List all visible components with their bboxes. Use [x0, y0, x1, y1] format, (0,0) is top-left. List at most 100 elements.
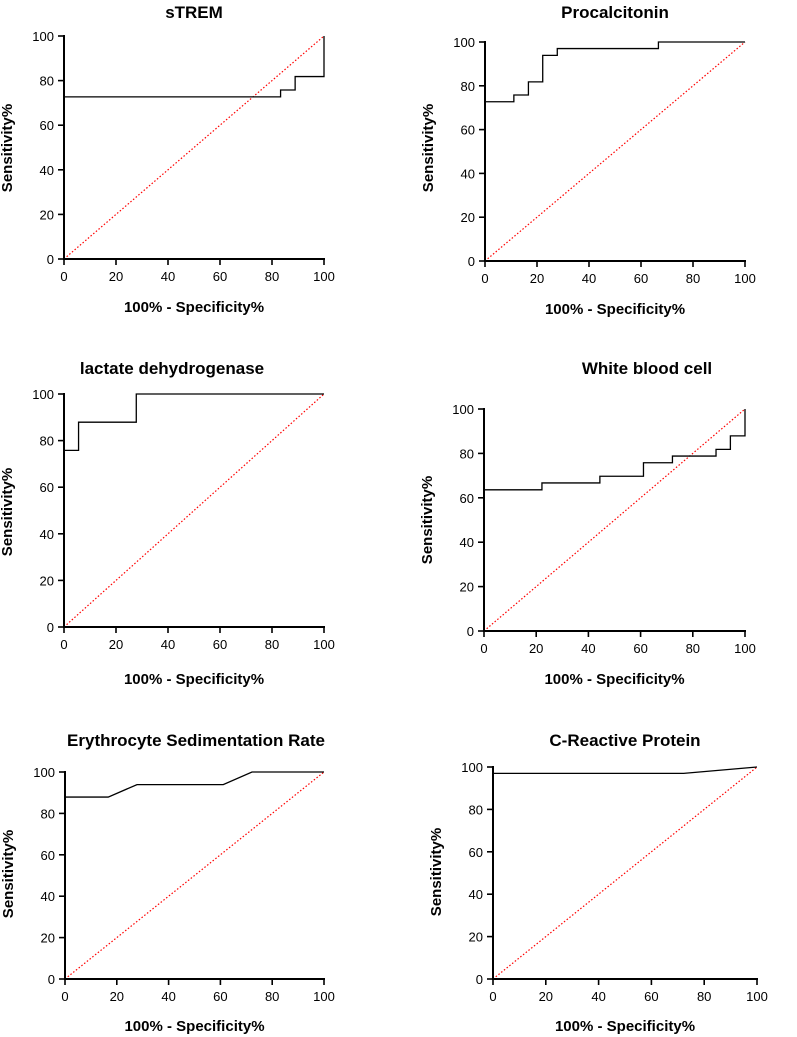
x-axis-label: 100% - Specificity%	[124, 299, 264, 316]
y-tick-label: 80	[41, 806, 55, 821]
x-tick-label: 40	[582, 271, 596, 286]
chart-title: Erythrocyte Sedimentation Rate	[67, 731, 325, 750]
x-tick-label: 80	[686, 641, 700, 656]
y-tick-label: 20	[40, 207, 54, 222]
y-tick-label: 40	[40, 527, 54, 542]
x-tick-label: 100	[734, 271, 756, 286]
chart-panel-strem: sTREM 100% - Specificity% Sensitivity% 0…	[0, 3, 335, 316]
reference-line	[63, 35, 325, 260]
y-tick-label: 20	[461, 210, 475, 225]
x-tick-label: 60	[633, 641, 647, 656]
x-tick-label: 20	[539, 989, 553, 1004]
chart-panel-esr: Erythrocyte Sedimentation Rate 100% - Sp…	[0, 731, 335, 1035]
y-axis-label: Sensitivity%	[420, 104, 437, 192]
x-tick-label: 80	[265, 989, 279, 1004]
y-tick-label: 40	[461, 166, 475, 181]
x-axis-label: 100% - Specificity%	[555, 1018, 695, 1035]
roc-curve	[64, 393, 324, 452]
y-axis-label: Sensitivity%	[0, 830, 17, 918]
chart-title: sTREM	[165, 3, 223, 22]
y-tick-label: 20	[40, 573, 54, 588]
y-tick-label: 80	[460, 446, 474, 461]
x-tick-label: 0	[60, 269, 67, 284]
x-tick-label: 60	[644, 989, 658, 1004]
y-tick-label: 100	[461, 760, 483, 775]
y-tick-label: 100	[33, 765, 55, 780]
x-tick-label: 20	[109, 637, 123, 652]
x-tick-label: 60	[634, 271, 648, 286]
y-tick-label: 40	[40, 163, 54, 178]
x-tick-label: 20	[529, 641, 543, 656]
x-tick-label: 100	[746, 989, 768, 1004]
roc-curve	[493, 766, 758, 775]
x-tick-label: 20	[530, 271, 544, 286]
reference-line	[483, 408, 746, 632]
x-tick-label: 0	[481, 271, 488, 286]
chart-panel-white-blood-cell: White blood cell 100% - Specificity% Sen…	[419, 359, 756, 688]
x-tick-label: 40	[161, 989, 175, 1004]
x-tick-label: 0	[60, 637, 67, 652]
x-tick-label: 100	[313, 269, 335, 284]
reference-line	[492, 766, 758, 980]
y-tick-label: 60	[460, 491, 474, 506]
chart-panel-crp: C-Reactive Protein 100% - Specificity% S…	[428, 731, 768, 1035]
y-tick-label: 40	[460, 535, 474, 550]
x-tick-label: 0	[480, 641, 487, 656]
y-tick-label: 20	[41, 931, 55, 946]
x-tick-label: 80	[686, 271, 700, 286]
chart-title: White blood cell	[582, 359, 712, 378]
x-axis-label: 100% - Specificity%	[544, 671, 684, 688]
x-tick-label: 40	[591, 989, 605, 1004]
x-tick-label: 60	[213, 989, 227, 1004]
y-tick-label: 80	[40, 74, 54, 89]
x-tick-label: 100	[313, 989, 335, 1004]
x-tick-label: 80	[697, 989, 711, 1004]
chart-title: C-Reactive Protein	[549, 731, 700, 750]
y-tick-label: 80	[469, 802, 483, 817]
y-tick-label: 60	[469, 845, 483, 860]
y-tick-label: 60	[461, 123, 475, 138]
x-tick-label: 40	[581, 641, 595, 656]
y-tick-label: 60	[40, 480, 54, 495]
x-tick-label: 100	[313, 637, 335, 652]
y-tick-label: 100	[32, 29, 54, 44]
chart-panel-lactate-dehydrogenase: lactate dehydrogenase 100% - Specificity…	[0, 359, 335, 688]
reference-line	[64, 771, 325, 980]
y-tick-label: 0	[476, 972, 483, 987]
x-tick-label: 80	[265, 637, 279, 652]
y-tick-label: 0	[47, 620, 54, 635]
y-tick-label: 20	[469, 930, 483, 945]
y-tick-label: 60	[40, 118, 54, 133]
x-tick-label: 0	[61, 989, 68, 1004]
x-axis-label: 100% - Specificity%	[124, 671, 264, 688]
x-tick-label: 60	[213, 269, 227, 284]
roc-curve	[485, 41, 745, 103]
y-tick-label: 0	[48, 972, 55, 987]
y-tick-label: 0	[468, 254, 475, 269]
x-tick-label: 100	[734, 641, 756, 656]
y-tick-label: 60	[41, 848, 55, 863]
y-axis-label: Sensitivity%	[0, 468, 16, 556]
y-tick-label: 100	[453, 35, 475, 50]
y-tick-label: 0	[467, 624, 474, 639]
x-tick-label: 20	[109, 269, 123, 284]
x-tick-label: 60	[213, 637, 227, 652]
chart-title: lactate dehydrogenase	[80, 359, 264, 378]
chart-panel-procalcitonin: Procalcitonin 100% - Specificity% Sensit…	[420, 3, 756, 318]
y-tick-label: 20	[460, 580, 474, 595]
y-tick-label: 40	[469, 887, 483, 902]
y-axis-label: Sensitivity%	[428, 828, 445, 916]
roc-curve	[484, 409, 746, 491]
y-axis-label: Sensitivity%	[419, 476, 436, 564]
roc-curve	[64, 36, 325, 98]
chart-title: Procalcitonin	[561, 3, 669, 22]
x-tick-label: 40	[161, 637, 175, 652]
x-tick-label: 20	[110, 989, 124, 1004]
y-tick-label: 0	[47, 252, 54, 267]
x-tick-label: 40	[161, 269, 175, 284]
x-axis-label: 100% - Specificity%	[124, 1018, 264, 1035]
x-tick-label: 0	[489, 989, 496, 1004]
roc-curve	[65, 771, 324, 798]
reference-line	[484, 41, 746, 262]
